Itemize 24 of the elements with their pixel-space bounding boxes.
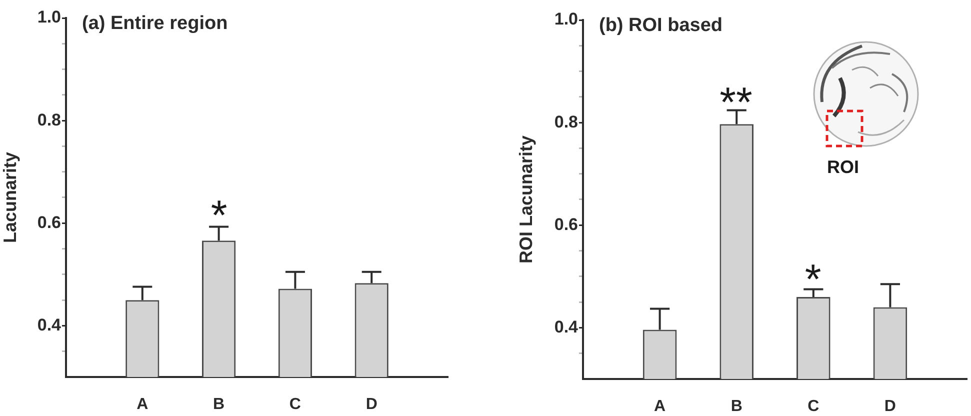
x-tick-label: D [366, 396, 378, 414]
x-tick-label: C [289, 396, 302, 414]
y-axis-title: Lacunarity [0, 152, 20, 244]
x-tick-label: B [213, 396, 225, 414]
y-tick-label: 0.4 [554, 317, 579, 336]
y-tick-label: 0.4 [37, 315, 62, 334]
x-tick-label: A [654, 398, 666, 416]
y-tick-label: 0.6 [554, 214, 578, 234]
x-tick-label: A [136, 396, 149, 414]
x-tick-label: B [730, 398, 742, 416]
y-tick-label: 0.6 [37, 212, 61, 232]
annotation: ** [720, 78, 752, 126]
x-tick-label: D [884, 398, 896, 416]
y-tick-label: 1.0 [554, 10, 578, 29]
x-tick-label: C [808, 398, 820, 416]
y-tick-label: 1.0 [37, 8, 61, 27]
chart-title: (a) Entire region [82, 13, 228, 34]
chart-title: (b) ROI based [599, 15, 723, 36]
y-tick-label: 0.8 [554, 112, 578, 132]
y-tick-label: 0.8 [37, 110, 61, 130]
annotation: * [210, 192, 228, 238]
annotation: * [804, 256, 822, 302]
annotation: ROI [826, 157, 860, 177]
y-axis-title: ROI Lacunarity [516, 135, 536, 264]
